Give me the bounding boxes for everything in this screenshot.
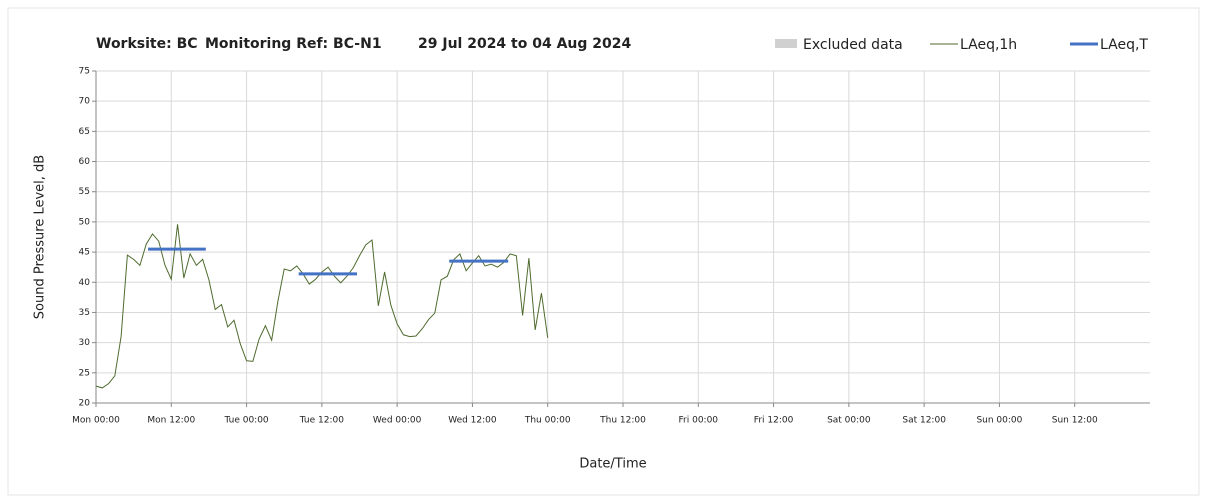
y-tick-label: 60	[79, 157, 91, 167]
x-tick-label: Mon 00:00	[72, 416, 120, 426]
x-tick-label: Sat 00:00	[827, 416, 871, 426]
y-tick-label: 35	[79, 308, 90, 318]
x-tick-label: Fri 12:00	[754, 416, 794, 426]
y-tick-label: 50	[79, 217, 91, 227]
x-tick-label: Thu 12:00	[599, 416, 646, 426]
y-tick-label: 30	[79, 338, 91, 348]
x-tick-label: Fri 00:00	[679, 416, 719, 426]
y-tick-label: 55	[79, 187, 90, 197]
y-tick-label: 70	[79, 97, 91, 107]
y-tick-label: 20	[79, 399, 91, 409]
title-dates: 29 Jul 2024 to 04 Aug 2024	[418, 36, 632, 52]
y-tick-label: 65	[79, 127, 90, 137]
x-tick-label: Sat 12:00	[902, 416, 946, 426]
x-axis-label: Date/Time	[579, 457, 646, 472]
y-tick-label: 75	[79, 67, 90, 77]
chart-frame	[7, 7, 1200, 496]
x-tick-label: Sun 12:00	[1052, 416, 1098, 426]
y-tick-label: 25	[79, 368, 90, 378]
data-line	[95, 224, 549, 389]
legend-swatch	[775, 39, 797, 48]
x-tick-label: Wed 12:00	[448, 416, 497, 426]
legend-label: LAeq,T	[1100, 37, 1148, 53]
x-tick-label: Wed 00:00	[373, 416, 422, 426]
x-tick-label: Tue 00:00	[223, 416, 268, 426]
x-tick-label: Mon 12:00	[147, 416, 195, 426]
y-tick-label: 45	[79, 248, 90, 258]
x-tick-label: Tue 12:00	[299, 416, 344, 426]
y-tick-label: 40	[79, 278, 91, 288]
legend-label: Excluded data	[803, 37, 903, 53]
x-tick-label: Thu 00:00	[524, 416, 571, 426]
title-worksite: Worksite: BC	[96, 36, 198, 52]
title-ref: Monitoring Ref: BC-N1	[205, 36, 382, 52]
y-axis-label: Sound Pressure Level, dB	[33, 155, 48, 319]
legend-label: LAeq,1h	[960, 37, 1017, 53]
x-tick-label: Sun 00:00	[976, 416, 1022, 426]
